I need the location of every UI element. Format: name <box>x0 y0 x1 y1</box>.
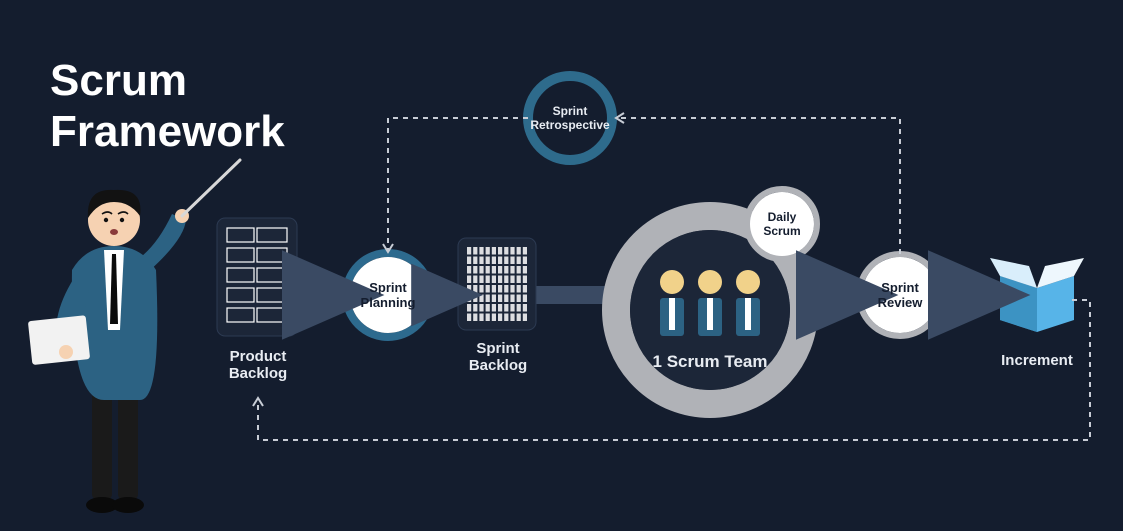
label-sprint-planning: SprintPlanning <box>350 257 426 333</box>
title-line1: Scrum <box>50 56 187 105</box>
label-increment: Increment <box>990 352 1084 369</box>
increment-box-icon <box>990 258 1084 332</box>
presenter-icon <box>28 160 240 513</box>
label-sprint-backlog: SprintBacklog <box>459 340 537 374</box>
dashed-arrowhead <box>253 398 263 406</box>
label-daily-scrum: DailyScrum <box>750 192 814 256</box>
diagram-title: Scrum Framework <box>50 56 285 157</box>
label-product-backlog: ProductBacklog <box>218 348 298 382</box>
label-sprint-retrospective: SprintRetrospective <box>528 76 612 160</box>
label-sprint-review: SprintReview <box>862 257 938 333</box>
title-line2: Framework <box>50 107 285 156</box>
label-scrum-team: 1 Scrum Team <box>640 352 780 372</box>
dashed-retro-to-planning <box>388 118 528 252</box>
scrum-team-icon <box>660 270 760 336</box>
